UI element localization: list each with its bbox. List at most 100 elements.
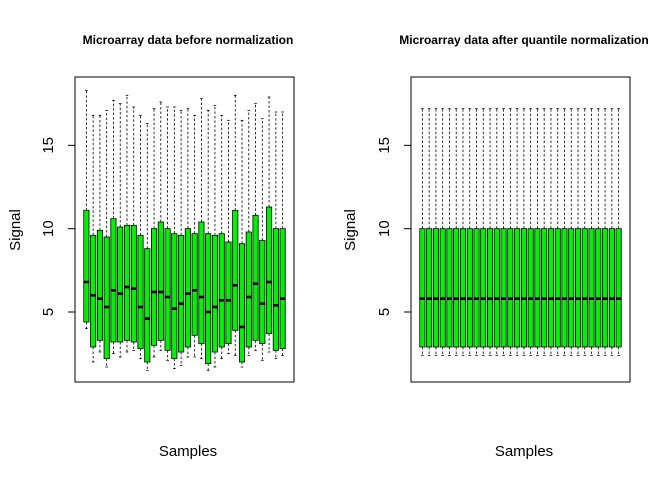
iqr-box	[96, 229, 103, 341]
iqr-box	[514, 228, 521, 348]
sample-box	[83, 89, 90, 330]
sample-box	[266, 96, 273, 353]
sample-box	[184, 108, 191, 358]
iqr-box	[137, 234, 144, 350]
iqr-box	[568, 228, 575, 348]
iqr-box	[581, 228, 588, 348]
iqr-box	[151, 228, 158, 346]
sample-box	[541, 108, 548, 356]
iqr-box	[103, 236, 110, 360]
sample-box	[561, 108, 568, 356]
sample-box	[103, 109, 110, 368]
iqr-box	[279, 228, 286, 350]
y-axis-label: Signal	[7, 209, 24, 251]
iqr-box	[191, 233, 198, 336]
iqr-box	[419, 228, 426, 348]
panel-after-normalization: Microarray data after quantile normaliza…	[342, 33, 649, 460]
sample-box	[238, 119, 246, 368]
iqr-box	[225, 241, 232, 345]
iqr-box	[507, 228, 514, 348]
sample-box	[164, 106, 171, 361]
sample-box	[581, 108, 588, 356]
sample-box	[123, 94, 131, 353]
iqr-box	[608, 228, 615, 348]
sample-box	[144, 123, 151, 371]
sample-box	[245, 109, 252, 356]
sample-box	[259, 118, 266, 361]
sample-box	[225, 119, 232, 355]
iqr-box	[157, 221, 164, 341]
iqr-box	[164, 228, 171, 351]
iqr-box	[184, 228, 191, 348]
iqr-box	[232, 209, 239, 331]
sample-box	[272, 111, 279, 360]
sample-box	[602, 108, 609, 356]
sample-box	[500, 108, 507, 356]
sample-box	[487, 108, 494, 356]
iqr-box	[245, 231, 252, 348]
iqr-box	[602, 228, 609, 348]
sample-box	[568, 108, 575, 356]
iqr-box	[595, 228, 602, 348]
iqr-box	[615, 228, 622, 348]
iqr-box	[211, 234, 218, 353]
iqr-box	[588, 228, 595, 348]
chart-title: Microarray data before normalization	[83, 33, 294, 47]
iqr-box	[480, 228, 487, 348]
iqr-box	[238, 243, 246, 363]
chart-title: Microarray data after quantile normaliza…	[399, 33, 648, 47]
sample-box	[615, 108, 622, 356]
sample-box	[157, 101, 164, 351]
iqr-box	[487, 228, 494, 348]
sample-box	[137, 114, 144, 360]
sample-box	[252, 103, 259, 351]
iqr-box	[547, 228, 554, 348]
iqr-box	[459, 228, 467, 348]
iqr-box	[205, 233, 212, 365]
iqr-box	[500, 228, 507, 348]
sample-box	[520, 108, 527, 356]
iqr-box	[83, 209, 90, 323]
sample-box	[110, 99, 117, 355]
iqr-box	[446, 228, 453, 348]
sample-box	[514, 108, 521, 356]
sample-box	[178, 109, 185, 366]
y-axis-label: Signal	[342, 209, 359, 251]
sample-box	[459, 108, 467, 356]
sample-box	[426, 108, 433, 356]
iqr-box	[493, 228, 500, 348]
boxes	[419, 108, 622, 356]
sample-box	[453, 108, 460, 356]
y-tick-label: 15	[40, 137, 57, 154]
sample-box	[90, 114, 97, 363]
sample-box	[574, 108, 582, 356]
iqr-box	[218, 233, 225, 348]
sample-box	[191, 114, 198, 358]
iqr-box	[527, 228, 534, 348]
iqr-box	[554, 228, 561, 348]
iqr-box	[90, 234, 97, 348]
sample-box	[547, 108, 554, 356]
y-tick-label: 10	[376, 220, 393, 237]
sample-box	[171, 106, 178, 370]
sample-box	[419, 108, 426, 356]
iqr-box	[259, 239, 266, 345]
iqr-box	[466, 228, 473, 348]
sample-box	[534, 108, 541, 356]
sample-box	[130, 106, 137, 351]
iqr-box	[117, 226, 124, 343]
iqr-box	[426, 228, 433, 348]
sample-box	[151, 108, 158, 358]
sample-box	[439, 108, 446, 356]
iqr-box	[439, 228, 446, 348]
y-tick-label: 5	[40, 308, 57, 316]
sample-box	[608, 108, 615, 356]
iqr-box	[110, 218, 117, 343]
iqr-box	[574, 228, 582, 348]
y-tick-label: 10	[40, 220, 57, 237]
iqr-box	[432, 228, 439, 348]
sample-box	[446, 108, 453, 356]
iqr-box	[198, 221, 205, 345]
boxes	[83, 89, 286, 371]
